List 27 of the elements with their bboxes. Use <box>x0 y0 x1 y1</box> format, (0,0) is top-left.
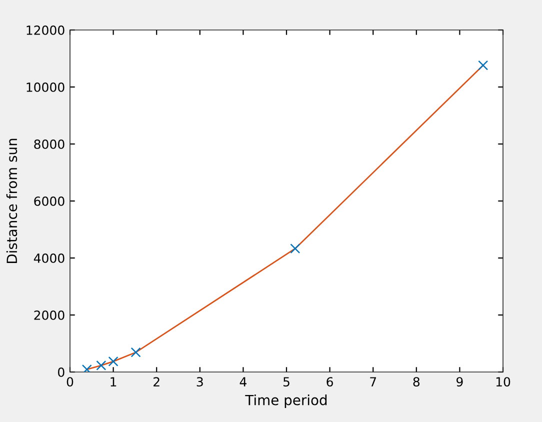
line-series <box>86 64 484 370</box>
point <box>108 356 118 366</box>
x-tick-label: 6 <box>326 377 333 387</box>
x-tick-label: 4 <box>240 377 246 386</box>
x-tick-label: 9 <box>456 377 463 387</box>
x-axis-title: Time period <box>245 394 327 408</box>
y-tick-label: 10000 <box>26 82 64 92</box>
x-tick-label: 3 <box>196 377 203 387</box>
y-tick-label: 2000 <box>34 310 64 320</box>
y-tick-label: 0 <box>58 367 64 377</box>
y-tick-label: 12000 <box>26 25 64 35</box>
point <box>130 347 141 358</box>
point <box>478 60 488 70</box>
x-tick-label: 5 <box>283 377 290 387</box>
x-tick-label: 2 <box>154 377 160 386</box>
y-axis-title: Distance from sun <box>6 138 18 263</box>
x-tick-label: 0 <box>66 377 74 387</box>
x-tick-label: 1 <box>110 377 116 386</box>
x-tick-label: 8 <box>413 377 420 387</box>
point <box>82 364 92 372</box>
x-tick-label: 10 <box>496 377 510 387</box>
x-tick-label: 7 <box>370 377 376 386</box>
y-tick-label: 8000 <box>34 139 64 149</box>
point <box>290 244 300 254</box>
point <box>96 360 106 370</box>
y-tick-label: 6000 <box>34 196 64 206</box>
y-tick-label: 4000 <box>34 253 64 263</box>
